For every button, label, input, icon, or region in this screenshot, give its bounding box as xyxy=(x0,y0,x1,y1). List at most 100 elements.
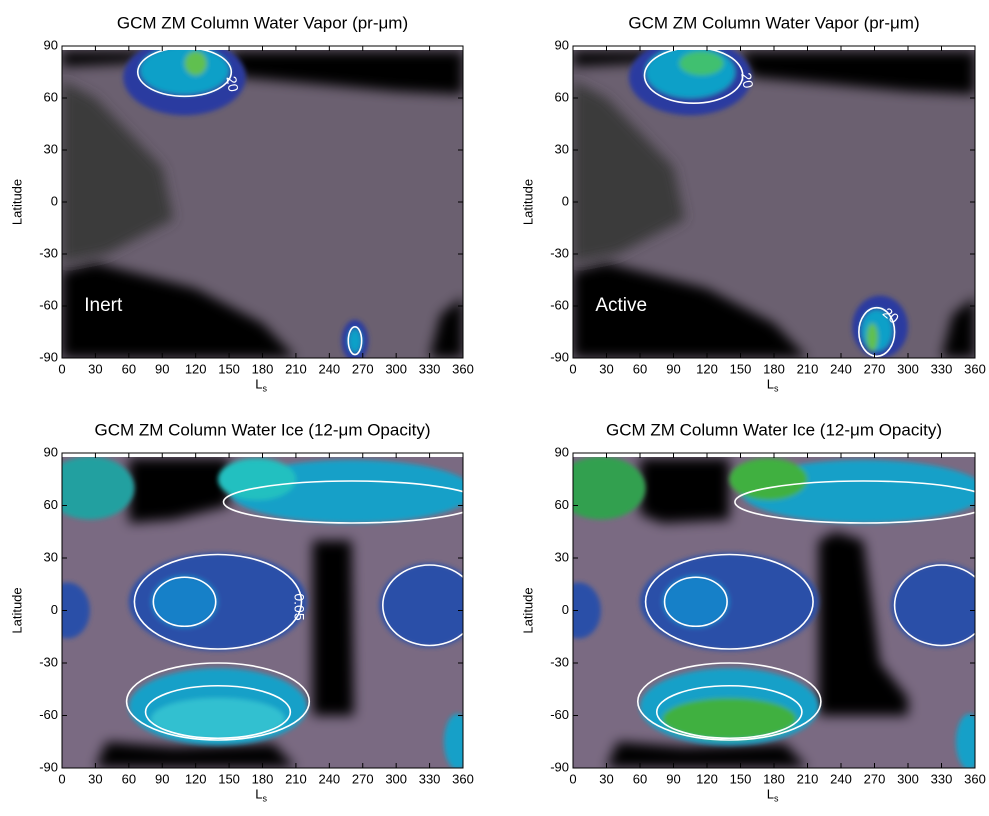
field-blobs xyxy=(573,457,975,768)
y-tick-label: 30 xyxy=(44,549,58,564)
y-tick-label: 60 xyxy=(555,497,569,512)
x-axis-label-subscript: s xyxy=(774,793,779,803)
contour-line xyxy=(133,553,303,650)
x-tick-label: 60 xyxy=(122,361,136,376)
x-tick-label: 180 xyxy=(252,771,274,786)
y-tick-label: 60 xyxy=(44,89,58,104)
field-blobs xyxy=(123,50,369,358)
field-blob xyxy=(379,563,463,648)
y-tick-label: 0 xyxy=(562,602,569,617)
x-tick-label: 30 xyxy=(88,361,102,376)
y-tick-label: -90 xyxy=(550,349,569,364)
y-tick-label: 30 xyxy=(44,141,58,156)
y-axis-label: Latitude xyxy=(520,587,535,633)
x-tick-label: 90 xyxy=(155,771,169,786)
x-tick-label: 240 xyxy=(318,771,340,786)
field-region xyxy=(941,297,975,358)
field-region xyxy=(573,51,975,95)
contour-line xyxy=(125,662,311,741)
x-tick-label: 150 xyxy=(730,361,752,376)
x-tick-label: 300 xyxy=(897,361,919,376)
x-tick-label: 120 xyxy=(696,361,718,376)
field-region xyxy=(128,458,230,523)
x-tick-label: 210 xyxy=(797,771,819,786)
x-tick-label: 30 xyxy=(88,771,102,786)
panel: GCM ZM Column Water Ice (12-μm Opacity) 0… xyxy=(520,420,985,803)
field-blob xyxy=(891,563,975,648)
x-tick-label: 240 xyxy=(318,361,340,376)
y-tick-label: -30 xyxy=(550,245,569,260)
x-tick-label: 0 xyxy=(58,771,65,786)
y-tick-label: 60 xyxy=(44,497,58,512)
field-region xyxy=(62,51,174,263)
x-tick-label: 120 xyxy=(696,771,718,786)
x-tick-label: 60 xyxy=(633,361,647,376)
x-tick-label: 150 xyxy=(218,361,240,376)
contour-line xyxy=(893,564,975,647)
contour-line xyxy=(636,662,822,741)
field-shapes xyxy=(606,458,908,768)
x-tick-label: 360 xyxy=(452,771,474,786)
y-tick-label: -30 xyxy=(39,245,58,260)
contour-line xyxy=(655,684,803,740)
x-tick-label: 180 xyxy=(252,361,274,376)
x-tick-label: 180 xyxy=(763,361,785,376)
x-tick-label: 330 xyxy=(931,771,953,786)
x-tick-label: 210 xyxy=(285,771,307,786)
field-blob xyxy=(662,575,730,628)
x-tick-label: 180 xyxy=(763,771,785,786)
x-axis-label-subscript: s xyxy=(774,383,779,393)
x-tick-label: 270 xyxy=(864,361,886,376)
panel: 20 GCM ZM Column Water Vapor (pr-μm) 0 30 60… xyxy=(9,13,473,393)
annotation: Active xyxy=(595,295,647,316)
x-tick-label: 270 xyxy=(864,771,886,786)
y-tick-label: 30 xyxy=(555,141,569,156)
y-tick-label: 0 xyxy=(562,193,569,208)
field-blob xyxy=(217,458,296,501)
field-blob xyxy=(679,51,724,76)
y-tick-label: -30 xyxy=(550,654,569,669)
y-tick-label: 30 xyxy=(555,549,569,564)
x-tick-label: 210 xyxy=(797,361,819,376)
y-axis-label: Latitude xyxy=(9,179,24,225)
y-tick-label: -90 xyxy=(39,349,58,364)
x-tick-label: 360 xyxy=(452,361,474,376)
y-tick-label: -30 xyxy=(39,654,58,669)
y-tick-label: 0 xyxy=(51,602,58,617)
field-region xyxy=(640,458,730,523)
field-region xyxy=(62,262,296,358)
y-axis-label: Latitude xyxy=(9,587,24,633)
x-tick-label: 300 xyxy=(897,771,919,786)
x-tick-label: 60 xyxy=(633,771,647,786)
y-tick-label: -90 xyxy=(550,759,569,774)
field-blob xyxy=(62,457,135,520)
annotation: Inert xyxy=(84,295,123,316)
field-blob xyxy=(729,458,808,501)
chart-title: GCM ZM Column Water Vapor (pr-μm) xyxy=(628,13,919,32)
x-tick-label: 330 xyxy=(419,361,441,376)
x-tick-label: 120 xyxy=(185,771,207,786)
field-blob xyxy=(151,698,285,740)
x-tick-label: 90 xyxy=(666,361,680,376)
y-tick-label: 60 xyxy=(555,89,569,104)
contour-line xyxy=(663,576,728,628)
x-tick-label: 150 xyxy=(218,771,240,786)
field-region xyxy=(606,741,808,768)
field-blob xyxy=(662,698,797,740)
x-axis-label-subscript: s xyxy=(263,793,268,803)
x-tick-label: 300 xyxy=(385,361,407,376)
x-tick-label: 240 xyxy=(830,771,852,786)
x-axis-label-subscript: s xyxy=(263,383,268,393)
field-region xyxy=(429,297,463,358)
field-shapes xyxy=(573,51,975,358)
x-tick-label: 300 xyxy=(385,771,407,786)
x-tick-label: 150 xyxy=(730,771,752,786)
field-region xyxy=(95,741,296,768)
contour-line xyxy=(347,325,363,356)
chart-title: GCM ZM Column Water Ice (12-μm Opacity) xyxy=(95,420,431,439)
contour-line xyxy=(734,480,975,524)
